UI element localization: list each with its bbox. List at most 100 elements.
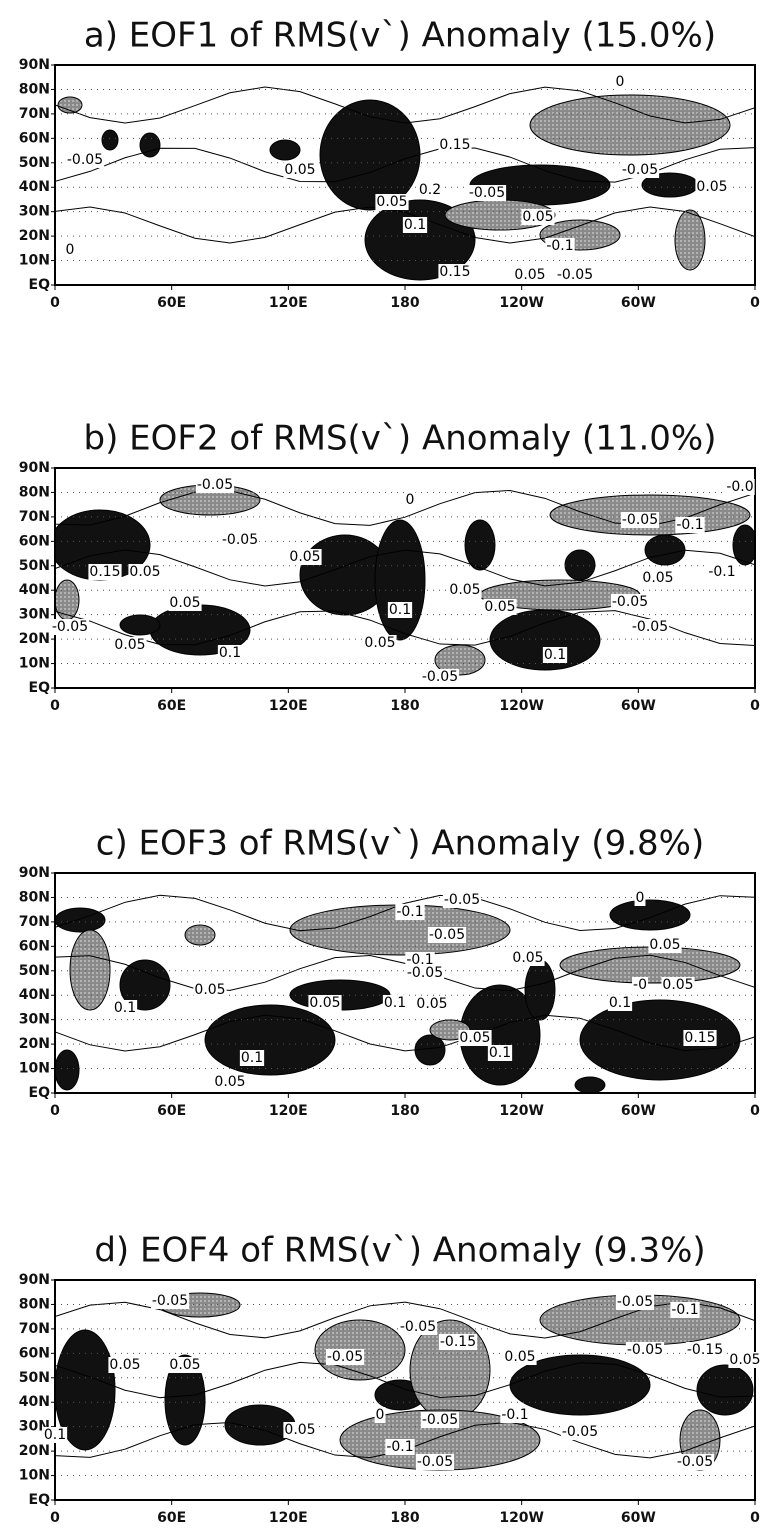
contour-label-bg — [420, 669, 460, 685]
contour-label-bg — [375, 194, 409, 210]
x-tick-label: 60E — [157, 1510, 186, 1526]
contour-label: -0.1 — [501, 1407, 528, 1423]
x-tick-label: 0 — [50, 698, 60, 714]
contour-label-bg — [168, 595, 202, 611]
contour-line — [55, 1301, 755, 1339]
y-tick-label: 50N — [19, 963, 50, 979]
contour-label-bg — [458, 1030, 492, 1046]
y-tick-label: 60N — [19, 130, 50, 146]
contour-label: 0.1 — [404, 217, 426, 233]
contour-label: -0.05 — [617, 1294, 653, 1310]
contour-label-bg — [88, 564, 122, 580]
contour-label-bg — [675, 1454, 715, 1470]
contour-label: 0.1 — [489, 1045, 511, 1061]
contour-label-bg — [42, 1427, 68, 1443]
y-tick-label: 30N — [19, 607, 50, 623]
positive-anomaly — [464, 519, 496, 571]
positive-anomaly — [55, 1329, 116, 1451]
contour-label: -0.15 — [440, 1334, 476, 1350]
x-tick-label: 0 — [750, 1510, 760, 1526]
contour-label: 0.15 — [89, 564, 120, 580]
contour-label-bg — [542, 647, 568, 663]
x-tick-label: 180 — [390, 1510, 419, 1526]
contour-label: 0.05 — [376, 194, 407, 210]
contour-label: 0.05 — [194, 982, 225, 998]
contour-label: -0.1 — [671, 1302, 698, 1318]
contour-label: -0.05 — [327, 1349, 363, 1365]
contour-line — [55, 86, 755, 124]
contour-label: 0.15 — [439, 137, 470, 153]
contour-label-bg — [113, 637, 147, 653]
contour-label: -0.05 — [627, 1342, 663, 1358]
contour-label: 0.05 — [459, 1030, 490, 1046]
contour-label: 0.05 — [309, 995, 340, 1011]
contour-label: 0.1 — [384, 995, 406, 1011]
contour-line — [55, 954, 755, 992]
map-panel: 90N 80N 70N 60N 50N 40N 30N 20N 10N EQ 0 60E 120E 180… — [19, 865, 760, 1119]
contour-label-bg — [442, 892, 482, 908]
y-tick-label: 10N — [19, 656, 50, 672]
y-tick-label: 50N — [19, 1370, 50, 1386]
contour-label: -0.05 — [557, 267, 593, 283]
y-tick-label: 20N — [19, 1036, 50, 1052]
x-tick-label: 0 — [750, 698, 760, 714]
contour-label-bg — [64, 242, 76, 258]
contour-line — [55, 1361, 755, 1399]
contour-label-bg — [683, 1030, 717, 1046]
y-tick-label: 40N — [19, 1394, 50, 1410]
map-field — [55, 894, 755, 1093]
y-tick-label: EQ — [29, 680, 51, 696]
contour-label-bg — [50, 619, 90, 635]
y-tick-label: 90N — [19, 865, 50, 881]
contour-label-bg — [503, 1349, 537, 1365]
contour-label-bg — [402, 217, 428, 233]
contour-label-bg — [438, 137, 472, 153]
y-tick-label: 60N — [19, 1345, 50, 1361]
y-tick-label: 50N — [19, 155, 50, 171]
positive-anomaly — [374, 519, 426, 641]
contour-label-bg — [511, 950, 545, 966]
contour-label: -0.1 — [546, 238, 573, 254]
contour-label: 0.05 — [449, 582, 480, 598]
positive-anomaly — [564, 549, 596, 581]
contour-label: 0.05 — [649, 937, 680, 953]
y-tick-label: 70N — [19, 914, 50, 930]
contour-label-bg — [374, 1407, 386, 1423]
contour-label-bg — [467, 185, 507, 201]
contour-label-bg — [398, 1319, 438, 1335]
x-tick-label: 60E — [157, 295, 186, 311]
contour-label: 0.15 — [684, 1030, 715, 1046]
positive-anomaly — [414, 1034, 446, 1066]
contour-label-bg — [417, 182, 443, 198]
y-tick-label: 10N — [19, 1061, 50, 1077]
contour-label: 0.05 — [169, 1357, 200, 1373]
y-tick-label: 20N — [19, 631, 50, 647]
contour-label-bg — [385, 1439, 415, 1455]
contour-label-bg — [670, 1302, 700, 1318]
y-tick-label: EQ — [29, 1492, 51, 1508]
contour-label-bg — [620, 162, 660, 178]
y-tick-label: EQ — [29, 277, 51, 293]
negative-anomaly — [69, 929, 111, 1011]
contour-label: 0.05 — [512, 950, 543, 966]
contour-label-bg — [728, 1352, 762, 1368]
x-tick-label: 0 — [50, 1510, 60, 1526]
contour-label: 0.15 — [439, 264, 470, 280]
positive-anomaly — [119, 614, 161, 636]
contour-label-bg — [128, 564, 162, 580]
contour-label-bg — [387, 602, 413, 618]
contour-label-bg — [308, 995, 342, 1011]
contour-label: -0.05 — [677, 1454, 713, 1470]
positive-anomaly — [319, 99, 421, 211]
contour-label: 0.1 — [609, 995, 631, 1011]
contour-label-bg — [620, 512, 660, 528]
contour-label-bg — [325, 1349, 365, 1365]
positive-anomaly — [732, 524, 755, 566]
positive-anomaly — [55, 907, 106, 933]
contour-label-bg — [634, 890, 646, 906]
contour-label-bg — [614, 74, 626, 90]
contour-label-bg — [641, 570, 675, 586]
contour-label: -0.05 — [622, 162, 658, 178]
y-tick-label: 30N — [19, 1419, 50, 1435]
contour-label: 0 — [616, 74, 625, 90]
